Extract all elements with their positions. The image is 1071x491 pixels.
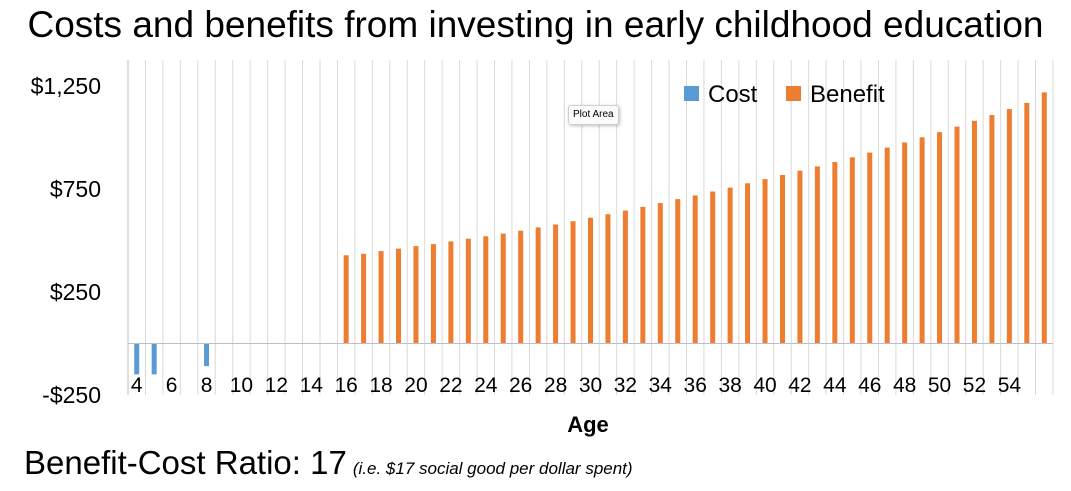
x-tick-label: 20 (404, 374, 427, 397)
y-tick-label: -$250 (42, 382, 101, 408)
x-tick-label: 32 (614, 374, 637, 397)
y-tick-label: $750 (50, 176, 101, 202)
legend-swatch-cost (684, 86, 699, 101)
benefit-bar-age-35[interactable] (675, 199, 681, 344)
benefit-bar-age-26[interactable] (518, 230, 524, 344)
x-tick-label: 16 (334, 374, 357, 397)
benefit-bar-age-31[interactable] (605, 214, 611, 344)
x-tick-label: 28 (544, 374, 567, 397)
legend-swatch-benefit (786, 86, 801, 101)
benefit-bar-age-49[interactable] (919, 137, 925, 344)
chart-title: Costs and benefits from investing in ear… (27, 4, 1044, 45)
benefit-bar-age-33[interactable] (640, 206, 646, 344)
benefit-bar-age-36[interactable] (692, 195, 698, 344)
x-tick-label: 44 (823, 374, 847, 397)
x-tick-label: 24 (474, 374, 498, 397)
cost-bar-age-4[interactable] (134, 343, 140, 375)
x-tick-label: 34 (649, 374, 673, 397)
benefit-bar-age-56[interactable] (1041, 92, 1047, 344)
x-tick-label: 26 (509, 374, 532, 397)
x-tick-labels: 4 6 8 10 12 14 16 18 20 22 24 26 28 30 32 34 36 38 40 42 44 4… (131, 374, 1021, 397)
benefit-bar-age-45[interactable] (849, 157, 855, 344)
x-tick-label: 38 (718, 374, 741, 397)
benefit-bar-age-32[interactable] (622, 210, 628, 344)
x-tick-label: 42 (788, 374, 811, 397)
x-tick-label: 22 (439, 374, 462, 397)
x-tick-label: 4 (131, 374, 143, 397)
y-tick-labels: -$250 $250 $750 $1,250 (31, 73, 101, 408)
benefit-bar-age-44[interactable] (832, 162, 838, 344)
x-tick-label: 48 (893, 374, 916, 397)
benefit-bar-age-39[interactable] (745, 183, 751, 344)
benefit-bar-age-21[interactable] (430, 244, 436, 344)
x-tick-label: 6 (166, 374, 178, 397)
benefit-bar-age-50[interactable] (937, 132, 943, 344)
benefit-bar-age-38[interactable] (727, 187, 733, 344)
gridlines (127, 60, 1054, 395)
benefit-bar-age-37[interactable] (710, 191, 716, 344)
x-tick-label: 14 (300, 374, 324, 397)
x-tick-label: 12 (265, 374, 288, 397)
x-tick-label: 36 (684, 374, 707, 397)
x-tick-label: 40 (753, 374, 776, 397)
x-tick-label: 54 (998, 374, 1022, 397)
plot-area-tooltip: Plot Area (568, 105, 619, 125)
x-tick-label: 18 (369, 374, 392, 397)
x-tick-label: 50 (928, 374, 951, 397)
benefit-bar-age-18[interactable] (378, 251, 384, 344)
benefit-bar-age-40[interactable] (762, 179, 768, 344)
benefit-bar-age-48[interactable] (902, 142, 908, 344)
legend-label-cost: Cost (708, 81, 758, 108)
benefit-bar-age-30[interactable] (588, 217, 593, 344)
benefit-bar-age-52[interactable] (971, 120, 977, 344)
benefit-bar-age-54[interactable] (1006, 109, 1012, 344)
benefit-bar-age-19[interactable] (396, 248, 402, 344)
benefit-bar-age-16[interactable] (343, 255, 349, 344)
cost-bar-age-5[interactable] (151, 343, 157, 375)
benefit-bar-age-29[interactable] (570, 221, 576, 344)
benefit-bar-age-25[interactable] (500, 233, 506, 344)
legend-label-benefit: Benefit (810, 81, 885, 108)
y-tick-label: $250 (50, 279, 101, 305)
benefit-bar-age-46[interactable] (867, 152, 873, 344)
ratio-note: (i.e. $17 social good per dollar spent) (352, 459, 633, 478)
benefit-bar-age-41[interactable] (779, 175, 785, 344)
benefit-bar-age-53[interactable] (989, 115, 995, 344)
x-tick-label: 52 (963, 374, 986, 397)
benefit-bar-age-28[interactable] (553, 224, 559, 344)
legend[interactable]: Cost Benefit (684, 81, 885, 108)
benefit-bar-age-42[interactable] (797, 170, 803, 344)
bars (134, 92, 1047, 375)
benefit-bar-age-47[interactable] (884, 147, 890, 344)
benefit-cost-ratio: Benefit-Cost Ratio: 17 (i.e. $17 social g… (24, 441, 633, 491)
x-tick-label: 8 (201, 374, 213, 397)
benefit-bar-age-55[interactable] (1024, 102, 1030, 344)
y-tick-label: $1,250 (31, 73, 101, 99)
x-tick-label: 10 (230, 374, 253, 397)
benefit-bar-age-24[interactable] (483, 236, 489, 344)
benefit-bar-age-51[interactable] (954, 126, 960, 344)
benefit-bar-age-20[interactable] (413, 246, 419, 344)
benefit-bar-age-43[interactable] (814, 166, 820, 344)
cost-bar-age-8[interactable] (204, 343, 210, 367)
benefit-bar-age-17[interactable] (361, 253, 367, 344)
axes (127, 60, 1053, 395)
benefit-bar-age-23[interactable] (465, 238, 471, 344)
benefit-bar-age-22[interactable] (448, 241, 454, 344)
x-tick-label: 30 (579, 374, 602, 397)
benefit-bar-age-27[interactable] (535, 227, 541, 344)
ratio-text: Benefit-Cost Ratio: 17 (24, 444, 347, 481)
benefit-bar-age-34[interactable] (657, 203, 663, 344)
x-tick-label: 46 (858, 374, 881, 397)
x-axis-label: Age (567, 412, 609, 437)
